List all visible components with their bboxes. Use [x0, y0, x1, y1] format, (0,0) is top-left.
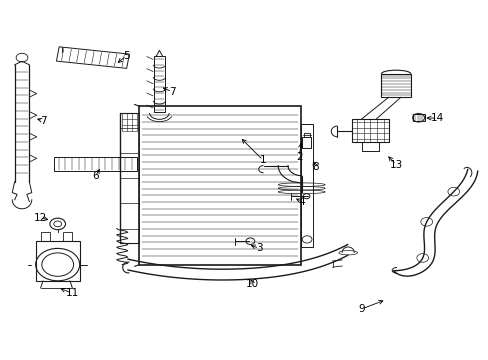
Bar [36, 241, 80, 281]
Bar [351, 119, 388, 142]
Text: 7: 7 [40, 116, 46, 126]
Bar [62, 232, 72, 241]
Bar [300, 124, 312, 247]
Text: 2: 2 [295, 152, 302, 162]
Bar [154, 56, 164, 112]
Text: 10: 10 [246, 279, 259, 289]
Bar [54, 157, 137, 171]
Text: 1: 1 [259, 155, 266, 165]
Text: 13: 13 [388, 160, 402, 170]
Text: 8: 8 [311, 162, 318, 172]
Bar [381, 74, 410, 97]
Text: 9: 9 [358, 304, 365, 314]
Text: 6: 6 [92, 171, 99, 181]
Bar [301, 137, 311, 148]
Text: 4: 4 [298, 197, 305, 207]
Text: 12: 12 [33, 213, 47, 223]
Text: 5: 5 [122, 51, 129, 61]
Bar [139, 106, 300, 265]
Bar [56, 47, 129, 68]
Text: 14: 14 [430, 113, 444, 123]
Text: 3: 3 [255, 243, 262, 253]
Bar [41, 232, 50, 241]
Text: 11: 11 [65, 288, 79, 298]
Bar [412, 114, 424, 121]
Text: 7: 7 [168, 87, 175, 97]
